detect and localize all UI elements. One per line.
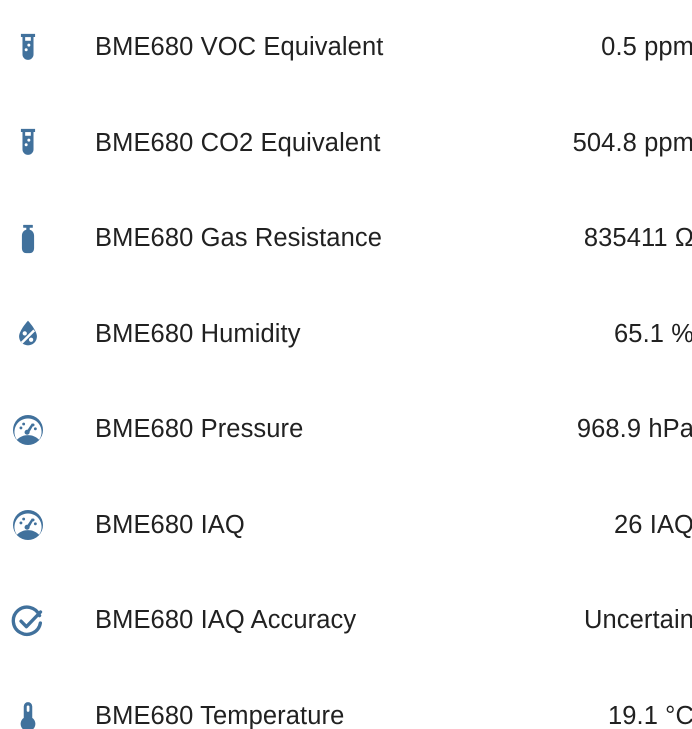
gas-cylinder-icon: [8, 219, 48, 259]
gauge-icon: [8, 505, 48, 545]
list-item[interactable]: BME680 Temperature 19.1 °C: [0, 669, 692, 729]
thermometer-icon: [8, 696, 48, 729]
list-item[interactable]: BME680 Gas Resistance 835411 Ω: [0, 191, 692, 287]
water-percent-droplet-icon: [8, 314, 48, 354]
list-item[interactable]: BME680 CO2 Equivalent 504.8 ppm: [0, 96, 692, 192]
entity-name: BME680 IAQ Accuracy: [95, 607, 357, 635]
test-tube-icon: [8, 28, 48, 68]
entity-name: BME680 CO2 Equivalent: [95, 129, 381, 157]
gauge-icon: [8, 410, 48, 450]
list-item[interactable]: BME680 IAQ 26 IAQ: [0, 478, 692, 574]
entity-name: BME680 Gas Resistance: [95, 225, 382, 253]
list-item[interactable]: BME680 Humidity 65.1 %: [0, 287, 692, 383]
entity-name: BME680 Pressure: [95, 416, 304, 444]
entity-name: BME680 IAQ: [95, 511, 245, 539]
test-tube-icon: [8, 123, 48, 163]
check-circle-outline-icon: [8, 601, 48, 641]
entity-value: 19.1 °C: [607, 701, 692, 729]
entity-name: BME680 Temperature: [95, 702, 345, 729]
entity-name: BME680 Humidity: [95, 320, 301, 348]
entity-value: 26 IAQ: [614, 510, 692, 539]
entity-value: 835411 Ω: [583, 224, 692, 253]
list-item[interactable]: BME680 Pressure 968.9 hPa: [0, 382, 692, 478]
entity-value: 504.8 ppm: [572, 128, 692, 157]
list-item[interactable]: BME680 VOC Equivalent 0.5 ppm: [0, 0, 692, 96]
entity-value: Uncertain: [583, 606, 692, 635]
entity-value: 968.9 hPa: [576, 415, 692, 444]
entity-name: BME680 VOC Equivalent: [95, 34, 384, 62]
entity-value: 65.1 %: [614, 319, 692, 348]
entity-value: 0.5 ppm: [601, 33, 692, 62]
list-item[interactable]: BME680 IAQ Accuracy Uncertain: [0, 573, 692, 669]
